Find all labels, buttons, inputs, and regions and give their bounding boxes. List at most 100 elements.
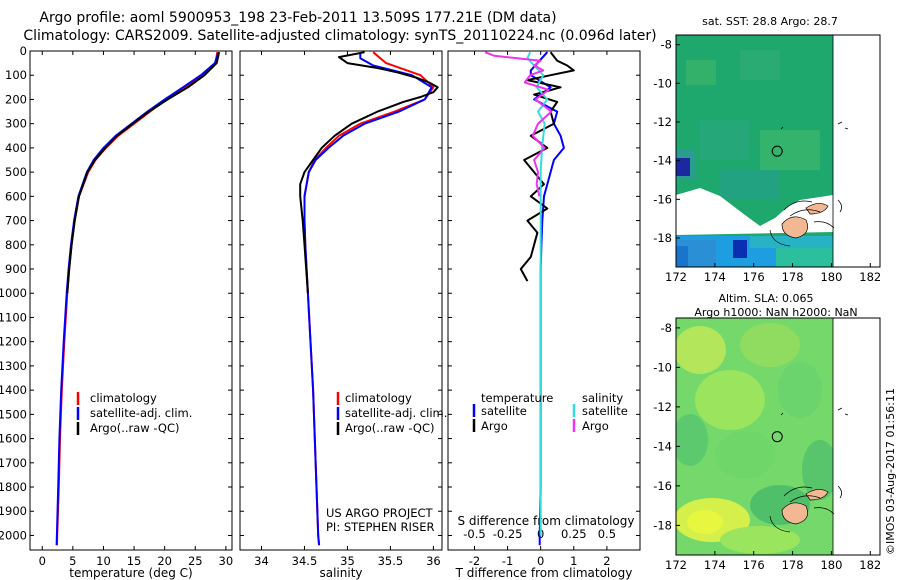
x-tick-label: 34.5 [292, 554, 318, 568]
x2-tick-label: 0.5 [598, 527, 616, 541]
x-tick-label: -2 [469, 554, 480, 568]
pi-label: PI: STEPHEN RISER [326, 520, 435, 534]
depth-tick-label: 1800 [0, 480, 27, 494]
salinity-legend: climatology satellite-adj. clim. Argo(..… [326, 391, 447, 534]
figure-title-line2: Climatology: CARS2009. Satellite-adjuste… [23, 28, 656, 44]
depth-tick-label: 1300 [0, 359, 27, 373]
temp-legend-argo: Argo(..raw -QC) [90, 421, 180, 435]
series-line [299, 51, 439, 294]
depth-tick-label: 1000 [0, 286, 27, 300]
map-x-tick-label: 174 [704, 270, 726, 284]
map-y-tick-label: -8 [661, 38, 672, 52]
x-tick-label: -1 [502, 554, 513, 568]
depth-tick-label: 100 [5, 68, 27, 82]
depth-tick-label: 2000 [0, 528, 27, 542]
s-difference-label: S difference from climatology [458, 514, 635, 528]
temp-legend-climatology: climatology [90, 391, 157, 405]
sla-map-title-line2: Argo h1000: NaN h2000: NaN [694, 306, 857, 319]
map-x-tick-label: 180 [820, 558, 842, 572]
depth-tick-label: 400 [5, 141, 27, 155]
map-x-tick-label: 182 [859, 558, 881, 572]
depth-tick-label: 1500 [0, 407, 27, 421]
x-tick-label: 2 [603, 554, 610, 568]
map-y-tick-label: -12 [653, 115, 672, 129]
x-tick-label: 36 [426, 554, 441, 568]
map-x-tick-label: 172 [665, 558, 687, 572]
sst-map-title: sat. SST: 28.8 Argo: 28.7 [702, 15, 838, 28]
depth-tick-label: 1400 [0, 383, 27, 397]
x-tick-label: 35 [340, 554, 355, 568]
panel-sal-frame [239, 50, 443, 551]
depth-tick-label: 700 [5, 214, 27, 228]
depth-tick-label: 900 [5, 262, 27, 276]
x2-tick-label: -0.25 [493, 527, 523, 541]
sla-map-title-line1: Altim. SLA: 0.065 [718, 292, 813, 305]
map-y-tick-label: -14 [653, 154, 672, 168]
series-line [484, 51, 553, 197]
map-y-tick-label: -10 [653, 76, 672, 90]
map-y-tick-label: -16 [653, 479, 672, 493]
diff-legend-sal-satellite: satellite [582, 404, 628, 418]
difference-legend: temperature satellite Argo salinity sate… [472, 391, 628, 433]
x-tick-label: 15 [127, 554, 142, 568]
diff-legend-temperature: temperature [481, 391, 553, 405]
depth-tick-label: 800 [5, 238, 27, 252]
panel-temp-frame [29, 50, 233, 551]
diff-legend-sal-argo: Argo [582, 419, 609, 433]
map-y-tick-label: -8 [661, 321, 672, 335]
map-x-tick-label: 172 [665, 270, 687, 284]
map-x-tick-label: 180 [820, 270, 842, 284]
sla-map: Altim. SLA: 0.065 Argo h1000: NaN h2000:… [653, 292, 881, 572]
x2-tick-label: -0.5 [463, 527, 485, 541]
x-tick-label: 1 [570, 554, 577, 568]
imos-timestamp: ©IMOS 03-Aug-2017 01:56:11 [884, 388, 897, 555]
map-y-tick-label: -10 [653, 360, 672, 374]
sal-legend-satellite: satellite-adj. clim. [345, 406, 447, 420]
x-tick-label: 20 [157, 554, 172, 568]
x-tick-label: 5 [69, 554, 76, 568]
map-y-tick-label: -18 [653, 231, 672, 245]
diff-legend-salinity: salinity [582, 391, 623, 405]
sal-legend-argo: Argo(..raw -QC) [345, 421, 435, 435]
figure-title-line1: Argo profile: aoml 5900953_198 23-Feb-20… [39, 10, 556, 26]
x-tick-label: 30 [219, 554, 234, 568]
x-tick-label: 34 [254, 554, 269, 568]
temperature-panel: 0100200300400500600700800900100011001200… [0, 44, 233, 580]
sal-legend-climatology: climatology [345, 391, 412, 405]
diff-legend-temp-argo: Argo [481, 419, 508, 433]
panel-temp-xlabel: temperature (deg C) [69, 566, 192, 580]
map-y-tick-label: -14 [653, 439, 672, 453]
map-x-tick-label: 176 [743, 558, 765, 572]
map-frame [675, 317, 881, 556]
depth-tick-label: 0 [20, 44, 27, 58]
depth-tick-label: 200 [5, 92, 27, 106]
map-x-tick-label: 178 [782, 270, 804, 284]
depth-tick-label: 1600 [0, 432, 27, 446]
depth-tick-label: 1700 [0, 456, 27, 470]
temperature-legend: climatology satellite-adj. clim. Argo(..… [76, 391, 192, 435]
difference-panel: -2 -1 0 1 2T difference from climatology -0.5… [447, 50, 641, 580]
depth-tick-label: 1100 [0, 310, 27, 324]
x2-tick-label: 0.25 [561, 527, 587, 541]
salinity-panel: 34 34.5 35 35.5 36 salinity [239, 50, 443, 580]
map-x-tick-label: 182 [859, 270, 881, 284]
x-tick-label: 10 [96, 554, 111, 568]
sst-argo-marker [771, 145, 783, 157]
sst-map: sat. SST: 28.8 Argo: 28.7 172 174 176 178 18… [653, 15, 881, 284]
project-label: US ARGO PROJECT [326, 506, 434, 520]
x-tick-label: 25 [188, 554, 203, 568]
x-tick-label: 0 [39, 554, 46, 568]
map-frame [675, 34, 881, 268]
panel-sal-xlabel: salinity [319, 566, 362, 580]
depth-tick-label: 1200 [0, 335, 27, 349]
depth-tick-label: 600 [5, 189, 27, 203]
series-line [66, 51, 221, 294]
depth-tick-label: 1900 [0, 504, 27, 518]
panel-diff-xlabel: T difference from climatology [455, 566, 633, 580]
map-x-tick-label: 178 [782, 558, 804, 572]
temp-legend-satellite: satellite-adj. clim. [90, 406, 192, 420]
depth-tick-label: 300 [5, 117, 27, 131]
sla-argo-marker [771, 431, 783, 443]
map-x-tick-label: 174 [704, 558, 726, 572]
